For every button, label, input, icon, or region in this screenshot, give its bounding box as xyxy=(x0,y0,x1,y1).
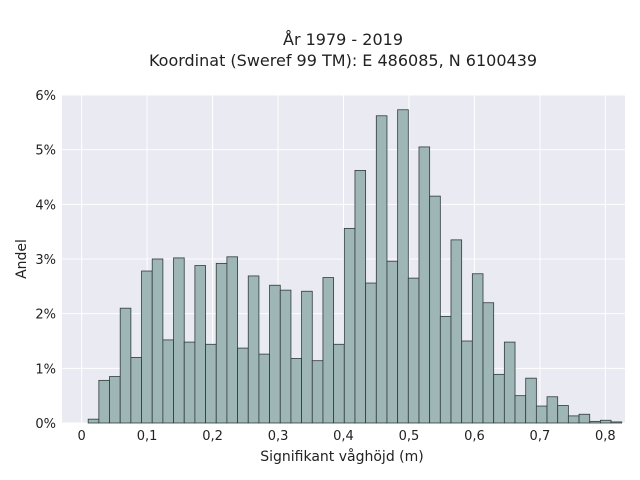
bars xyxy=(87,109,623,424)
histogram-bar xyxy=(546,396,559,424)
x-tick-label: 0,8 xyxy=(595,429,616,444)
histogram-bar xyxy=(98,379,110,424)
y-tick-label: 6% xyxy=(35,89,56,104)
histogram-bar xyxy=(290,358,303,424)
histogram-bar xyxy=(215,262,228,424)
chart-title-line-2: Koordinat (Sweref 99 TM): E 486085, N 61… xyxy=(149,51,537,70)
histogram-bar xyxy=(333,343,345,424)
histogram-bar xyxy=(439,315,452,424)
x-tick-label: 0,3 xyxy=(268,429,289,444)
histogram-bar xyxy=(279,289,292,424)
histogram-bar xyxy=(429,195,441,424)
histogram-bar xyxy=(503,341,516,424)
histogram-bar xyxy=(205,343,217,424)
y-tick-label: 5% xyxy=(35,144,56,159)
x-ticks: 0 0,1 0,2 0,3 0,4 0,5 0,6 0,7 0,8 xyxy=(77,429,615,444)
histogram-bar xyxy=(183,341,196,424)
histogram-bar xyxy=(343,227,356,424)
histogram-bar xyxy=(525,377,537,424)
histogram-bar xyxy=(397,109,409,424)
y-tick-label: 4% xyxy=(35,198,56,213)
histogram-bar xyxy=(322,277,335,424)
histogram-bar xyxy=(109,376,121,424)
histogram-bar xyxy=(237,347,249,424)
x-tick-label: 0,6 xyxy=(464,429,485,444)
histogram-bar xyxy=(599,419,612,424)
histogram-bar xyxy=(567,415,580,424)
histogram-bar xyxy=(354,170,367,424)
histogram-bar xyxy=(301,290,313,424)
histogram-bar xyxy=(450,239,463,424)
x-tick-label: 0,1 xyxy=(137,429,158,444)
histogram-bar xyxy=(471,273,484,424)
x-tick-label: 0,5 xyxy=(399,429,420,444)
x-tick-label: 0 xyxy=(77,429,85,444)
histogram-bar xyxy=(119,307,132,424)
chart-title-line-1: År 1979 - 2019 xyxy=(283,30,403,49)
x-axis-label: Signifikant våghöjd (m) xyxy=(260,448,423,465)
histogram-bar xyxy=(461,340,473,424)
histogram-bar xyxy=(375,115,388,424)
y-tick-label: 0% xyxy=(35,417,56,432)
histogram-bar xyxy=(247,275,260,424)
y-axis-label: Andel xyxy=(14,239,30,279)
histogram-bar xyxy=(482,302,495,424)
histogram-bar xyxy=(493,373,505,424)
histogram-bar xyxy=(386,260,399,424)
y-tick-label: 1% xyxy=(35,362,56,377)
x-tick-label: 0,4 xyxy=(333,429,354,444)
x-tick-label: 0,7 xyxy=(530,429,551,444)
histogram-bar xyxy=(258,353,270,424)
histogram-bar xyxy=(130,356,142,424)
histogram-bar xyxy=(365,282,377,424)
histogram-bar xyxy=(535,405,548,424)
histogram-bar xyxy=(407,277,420,424)
histogram-bar xyxy=(557,405,569,424)
histogram-bar xyxy=(418,146,431,424)
histogram-bar xyxy=(162,339,174,424)
histogram-bar xyxy=(151,258,164,424)
y-ticks: 0% 1% 2% 3% 4% 5% 6% xyxy=(35,89,56,432)
histogram-bar xyxy=(194,265,206,424)
histogram-bar xyxy=(141,270,153,424)
y-tick-label: 2% xyxy=(35,308,56,323)
histogram-bar xyxy=(87,418,100,424)
y-tick-label: 3% xyxy=(35,253,56,268)
histogram-bar xyxy=(311,360,324,424)
x-tick-label: 0,2 xyxy=(202,429,223,444)
histogram-bar xyxy=(589,420,601,424)
histogram-bar xyxy=(514,395,527,424)
histogram-bar xyxy=(610,421,623,424)
histogram-bar xyxy=(269,284,281,424)
histogram-bar xyxy=(173,257,185,424)
histogram-bar xyxy=(578,413,591,424)
histogram-bar xyxy=(226,256,238,424)
